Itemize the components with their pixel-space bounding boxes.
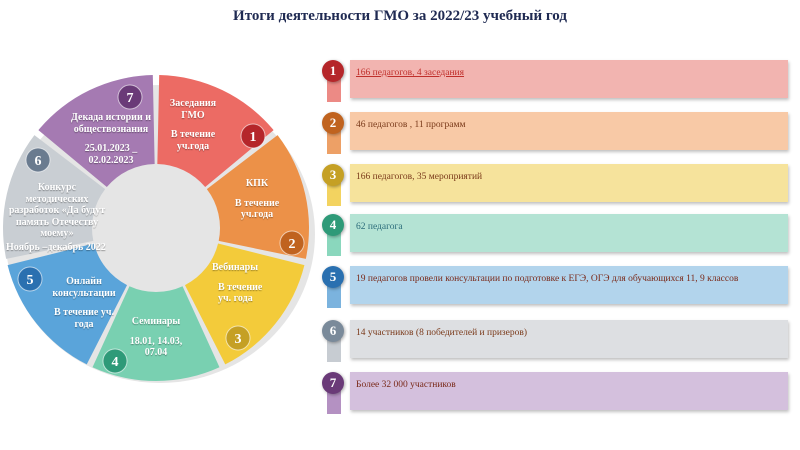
row-stem: [327, 78, 341, 102]
wheel-badge-3: 3: [225, 325, 251, 351]
row-bar: 62 педагога: [350, 214, 788, 252]
segment-label-5: Онлайн консультации В течение уч. года: [48, 276, 120, 330]
row-text: 46 педагогов , 11 программ: [356, 120, 466, 130]
row-badge: 5: [322, 266, 344, 288]
segment-period: В течение уч.года: [234, 197, 280, 221]
row-bar: 166 педагогов, 4 заседания: [350, 60, 788, 98]
svg-text:3: 3: [235, 332, 242, 347]
row-badge: 6: [322, 320, 344, 342]
svg-text:2: 2: [289, 237, 296, 252]
row-text: 62 педагога: [356, 222, 403, 232]
row-bar: 19 педагогов провели консультации по под…: [350, 266, 788, 304]
wheel-segment-2: [206, 135, 310, 259]
wheel-badge-6: 6: [25, 147, 51, 173]
segment-period: 18.01, 14.03, 07.04: [129, 335, 183, 359]
svg-text:4: 4: [112, 355, 119, 370]
row-badge: 3: [322, 164, 344, 186]
segment-label-4: Семинары 18.01, 14.03, 07.04: [120, 316, 192, 359]
wheel-segment-1: [157, 75, 274, 188]
segment-title: Декада истории и обществознания: [71, 112, 151, 135]
segment-title: КПК: [245, 178, 269, 189]
row-stem: [327, 338, 341, 362]
segment-label-3: Вебинары В течение уч. года: [212, 262, 272, 305]
row-bar: 14 участников (8 победителей и призеров): [350, 320, 788, 358]
svg-text:5: 5: [27, 273, 34, 288]
svg-text:6: 6: [35, 154, 42, 169]
segment-period: 25.01.2023 _ 02.02.2023: [84, 143, 138, 166]
row-bar: Более 32 000 участников: [350, 372, 788, 410]
segment-label-2: КПК В течение уч.года: [228, 178, 286, 221]
wheel-badge-4: 4: [102, 348, 128, 374]
row-badge: 2: [322, 112, 344, 134]
wheel-segment-3: [184, 243, 305, 365]
row-stem: [327, 390, 341, 414]
row-badge: 7: [322, 372, 344, 394]
segment-title: Конкурс методических разработок «Да буду…: [8, 182, 106, 239]
row-text: 19 педагогов провели консультации по под…: [356, 274, 739, 284]
wheel-badge-1: 1: [240, 123, 266, 149]
row-stem: [327, 130, 341, 154]
segment-period: В течение уч. года: [218, 281, 263, 305]
row-text: 14 участников (8 победителей и призеров): [356, 328, 528, 338]
segment-title: Заседания ГМО: [169, 98, 217, 121]
row-stem: [327, 284, 341, 308]
row-badge: 4: [322, 214, 344, 236]
wheel-badge-7: 7: [117, 84, 143, 110]
row-stem: [327, 182, 341, 206]
segment-period: Ноябрь –декабрь 2022: [6, 241, 106, 253]
row-text: 166 педагогов, 35 мероприятий: [356, 172, 483, 182]
segment-title: Вебинары: [212, 262, 259, 273]
segment-period: В течение уч.года: [170, 129, 216, 152]
row-text: Более 32 000 участников: [356, 380, 456, 390]
row-stem: [327, 232, 341, 256]
row-text: 166 педагогов, 4 заседания: [356, 68, 465, 78]
row-badge: 1: [322, 60, 344, 82]
svg-text:7: 7: [127, 91, 134, 106]
segment-title: Семинары: [131, 316, 181, 327]
row-bar: 46 педагогов , 11 программ: [350, 112, 788, 150]
wheel-badge-5: 5: [17, 266, 43, 292]
segment-label-6: Конкурс методических разработок «Да буду…: [6, 182, 106, 253]
svg-text:1: 1: [250, 130, 257, 145]
page-title: Итоги деятельности ГМО за 2022/23 учебны…: [233, 8, 567, 24]
row-bar: 166 педагогов, 35 мероприятий: [350, 164, 788, 202]
segment-label-1: Заседания ГМО В течение уч.года: [162, 98, 224, 152]
wheel-badge-2: 2: [279, 230, 305, 256]
segment-period: В течение уч. года: [54, 307, 114, 330]
segment-label-7: Декада истории и обществознания 25.01.202…: [66, 112, 156, 166]
segment-title: Онлайн консультации: [52, 276, 116, 299]
